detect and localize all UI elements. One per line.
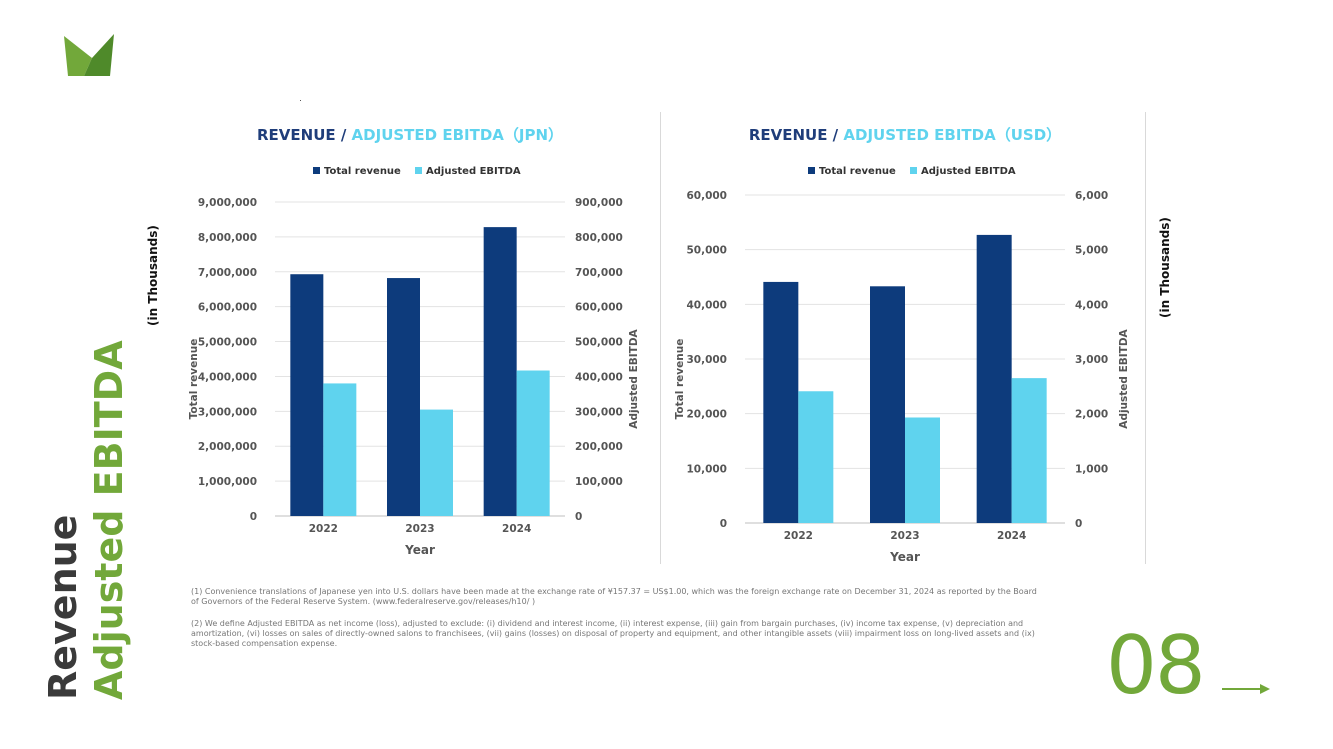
bar-revenue-2023	[870, 286, 905, 523]
chart-title-part2: ADJUSTED EBITDA（USD）	[843, 126, 1061, 144]
y-tick-label: 0	[720, 518, 727, 530]
page-number: 08	[1106, 619, 1206, 712]
bar-ebitda-2024	[516, 370, 550, 516]
unit-label-left: (in Thousands)	[146, 225, 160, 326]
x-tick-label: 2022	[784, 530, 813, 542]
company-logo	[64, 34, 114, 76]
y-tick-label: 10,000	[686, 463, 727, 475]
x-tick-label: 2022	[309, 523, 338, 535]
y2-tick-label: 400,000	[575, 371, 623, 383]
bar-ebitda-2022	[798, 391, 834, 523]
bar-revenue-2024	[976, 234, 1012, 523]
y2-tick-label: 0	[1075, 518, 1082, 530]
bar-ebitda-2022	[323, 383, 357, 516]
side-title: Revenue Adjusted EBITDA	[40, 340, 132, 700]
legend-swatch-ebitda	[415, 167, 422, 174]
legend-swatch-revenue	[808, 167, 815, 174]
legend-swatch-revenue	[313, 167, 320, 174]
chart-legend: Total revenue Adjusted EBITDA	[808, 166, 1016, 177]
y-tick-label: 2,000,000	[198, 441, 257, 453]
bar-ebitda-2023	[905, 417, 940, 523]
y2-axis-title: Adjusted EBITDA	[628, 328, 640, 428]
legend-label-revenue: Total revenue	[324, 166, 401, 177]
chart-title-part1: REVENUE /	[257, 126, 352, 144]
x-tick-label: 2024	[502, 523, 531, 535]
chart-title-part2: ADJUSTED EBITDA（JPN）	[352, 126, 563, 144]
side-title-revenue: Revenue	[41, 514, 85, 700]
y-axis-title: Total revenue	[674, 339, 686, 420]
bar-revenue-2022	[290, 274, 324, 516]
chart-usd: REVENUE / ADJUSTED EBITDA（USD） Total reve…	[674, 126, 1130, 564]
y-tick-label: 4,000,000	[198, 371, 257, 383]
y2-tick-label: 3,000	[1075, 354, 1108, 366]
y-tick-label: 60,000	[686, 190, 727, 202]
y-tick-label: 3,000,000	[198, 406, 257, 418]
stray-dot	[300, 100, 301, 101]
chart-jpn: REVENUE / ADJUSTED EBITDA（JPN） Total reve…	[188, 126, 640, 557]
y2-tick-label: 5,000	[1075, 245, 1108, 257]
legend-swatch-ebitda	[910, 167, 917, 174]
chart-title-part1: REVENUE /	[749, 126, 844, 144]
chart-legend: Total revenue Adjusted EBITDA	[313, 166, 521, 177]
y2-tick-label: 800,000	[575, 232, 623, 244]
legend-label-ebitda: Adjusted EBITDA	[921, 166, 1016, 177]
y-tick-label: 30,000	[686, 354, 727, 366]
y2-axis-title: Adjusted EBITDA	[1118, 328, 1130, 428]
y2-tick-label: 4,000	[1075, 299, 1108, 311]
bar-ebitda-2023	[420, 409, 453, 516]
y-tick-label: 0	[250, 511, 257, 523]
y2-tick-label: 6,000	[1075, 190, 1108, 202]
y2-tick-label: 700,000	[575, 267, 623, 279]
y2-tick-label: 2,000	[1075, 409, 1108, 421]
y2-tick-label: 600,000	[575, 302, 623, 314]
x-axis-title: Year	[889, 550, 920, 564]
y2-tick-label: 100,000	[575, 476, 623, 488]
y2-tick-label: 1,000	[1075, 463, 1108, 475]
y-tick-label: 1,000,000	[198, 476, 257, 488]
y-tick-label: 5,000,000	[198, 337, 257, 349]
y-tick-label: 20,000	[686, 409, 727, 421]
unit-label-right: (in Thousands)	[1158, 217, 1172, 318]
y-tick-label: 40,000	[686, 299, 727, 311]
x-tick-label: 2024	[997, 530, 1026, 542]
y-axis-title: Total revenue	[188, 339, 200, 420]
y2-tick-label: 500,000	[575, 337, 623, 349]
legend-label-revenue: Total revenue	[819, 166, 896, 177]
chart-divider	[660, 112, 661, 564]
x-tick-label: 2023	[405, 523, 434, 535]
y2-tick-label: 900,000	[575, 197, 623, 209]
right-divider	[1145, 112, 1146, 564]
bar-ebitda-2024	[1011, 378, 1047, 523]
chart-title: REVENUE / ADJUSTED EBITDA（JPN）	[257, 126, 563, 144]
y2-tick-label: 0	[575, 511, 582, 523]
footnote-2: (2) We define Adjusted EBITDA as net inc…	[191, 619, 1035, 648]
y-tick-label: 50,000	[686, 245, 727, 257]
y2-tick-label: 200,000	[575, 441, 623, 453]
y2-tick-label: 300,000	[575, 406, 623, 418]
next-arrow-icon[interactable]	[1222, 682, 1270, 696]
side-title-ebitda: Adjusted EBITDA	[87, 340, 131, 700]
x-axis-title: Year	[404, 543, 435, 557]
footnotes: (1) Convenience translations of Japanese…	[191, 587, 1041, 661]
bar-revenue-2023	[387, 278, 420, 516]
x-tick-label: 2023	[890, 530, 919, 542]
bar-revenue-2024	[483, 227, 517, 516]
y-tick-label: 6,000,000	[198, 302, 257, 314]
legend-label-ebitda: Adjusted EBITDA	[426, 166, 521, 177]
y-tick-label: 8,000,000	[198, 232, 257, 244]
footnote-1: (1) Convenience translations of Japanese…	[191, 587, 1037, 606]
bar-revenue-2022	[763, 281, 799, 523]
chart-title: REVENUE / ADJUSTED EBITDA（USD）	[749, 126, 1061, 144]
y-tick-label: 7,000,000	[198, 267, 257, 279]
y-tick-label: 9,000,000	[198, 197, 257, 209]
